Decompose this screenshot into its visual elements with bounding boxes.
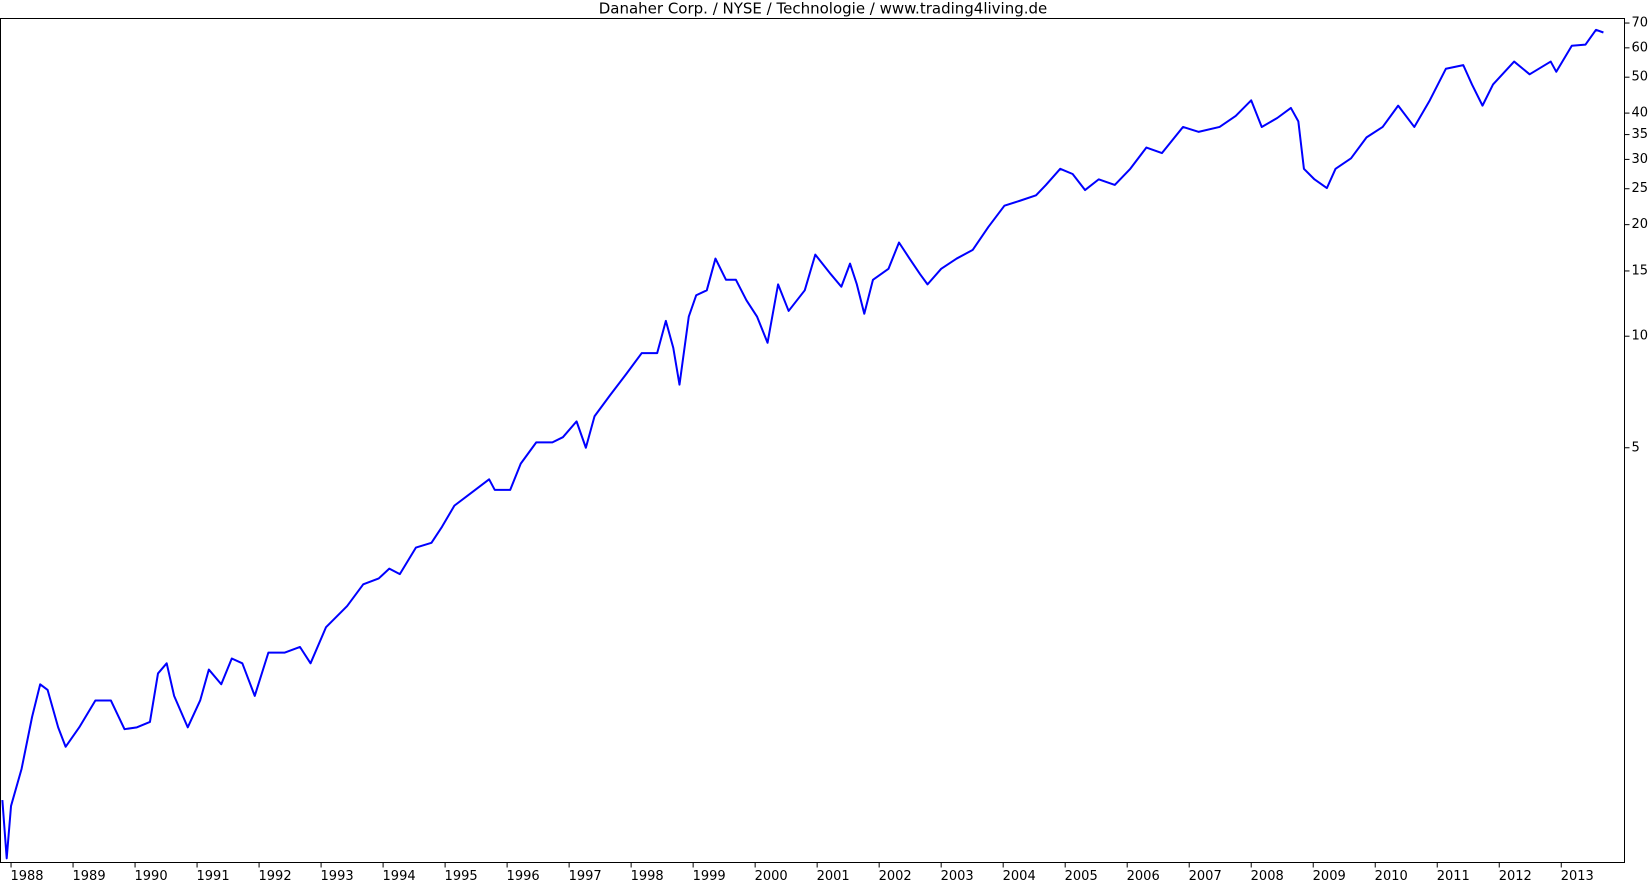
x-tick-label: 1998 <box>631 869 664 884</box>
x-tick-label: 1992 <box>259 869 292 884</box>
y-tick-label: 5 <box>1632 440 1640 455</box>
x-tick-label: 1999 <box>693 869 726 884</box>
x-tick-label: 2012 <box>1499 869 1532 884</box>
x-tick-label: 1994 <box>383 869 416 884</box>
x-tick-label: 2002 <box>879 869 912 884</box>
x-tick-label: 2013 <box>1561 869 1594 884</box>
y-tick-label: 20 <box>1632 217 1649 232</box>
x-tick-label: 1997 <box>569 869 602 884</box>
x-tick-label: 2005 <box>1065 869 1098 884</box>
y-tick-label: 10 <box>1632 329 1649 344</box>
y-tick-label: 50 <box>1632 70 1649 85</box>
price-line <box>1 28 1604 860</box>
x-tick-label: 1990 <box>135 869 168 884</box>
y-tick-label: 70 <box>1632 16 1649 31</box>
x-tick-label: 1993 <box>321 869 354 884</box>
x-tick-label: 2007 <box>1189 869 1222 884</box>
y-tick-label: 25 <box>1632 181 1649 196</box>
x-tick-label: 1996 <box>507 869 540 884</box>
x-tick-label: 2011 <box>1437 869 1470 884</box>
x-tick-label: 2010 <box>1375 869 1408 884</box>
x-tick-label: 2003 <box>941 869 974 884</box>
x-tick-label: 1991 <box>197 869 230 884</box>
plot-frame <box>0 18 1625 863</box>
x-tick-label: 2004 <box>1003 869 1036 884</box>
y-tick-label: 40 <box>1632 106 1649 121</box>
y-tick-label: 35 <box>1632 127 1649 142</box>
x-tick-label: 1989 <box>73 869 106 884</box>
x-tick-label: 2000 <box>755 869 788 884</box>
x-tick-label: 1988 <box>10 869 43 884</box>
y-tick-label: 30 <box>1632 152 1649 167</box>
y-tick-label: 15 <box>1632 263 1649 278</box>
x-tick-label: 1995 <box>445 869 478 884</box>
chart-title: Danaher Corp. / NYSE / Technologie / www… <box>599 0 1048 18</box>
x-tick-label: 2001 <box>817 869 850 884</box>
x-tick-label: 2008 <box>1251 869 1284 884</box>
x-tick-label: 2009 <box>1313 869 1346 884</box>
y-tick-label: 60 <box>1632 40 1649 55</box>
x-tick-label: 2006 <box>1127 869 1160 884</box>
